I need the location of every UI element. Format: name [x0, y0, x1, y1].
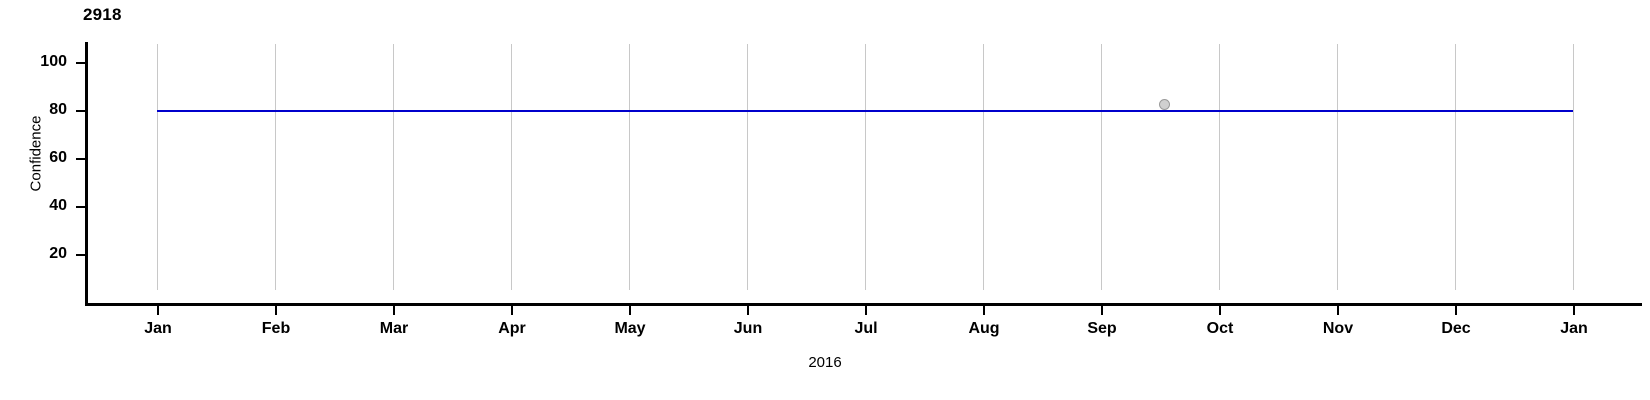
x-tick-label-nov-10: Nov	[1322, 320, 1354, 337]
x-tick-label-oct-9: Oct	[1206, 320, 1234, 337]
y-tick-label-60: 60	[49, 149, 67, 167]
gridline-jan-12	[1573, 44, 1574, 290]
y-tick-80	[76, 110, 85, 113]
x-tick-label-sep-8: Sep	[1087, 320, 1117, 337]
x-axis-label: 2016	[808, 354, 842, 371]
gridline-jun-5	[747, 44, 748, 290]
x-tick-12	[1573, 306, 1575, 315]
x-tick-label-jan-0: Jan	[144, 320, 172, 337]
gridline-may-4	[629, 44, 630, 290]
gridline-mar-2	[393, 44, 394, 290]
gridline-apr-3	[511, 44, 512, 290]
y-tick-label-80: 80	[49, 101, 67, 119]
series-segment-0-0	[157, 110, 275, 113]
x-tick-label-jan-12: Jan	[1560, 320, 1588, 337]
x-tick-2	[393, 306, 395, 315]
series-segment-0-7	[983, 110, 1101, 113]
x-tick-11	[1455, 306, 1457, 315]
x-tick-label-feb-1: Feb	[261, 320, 291, 337]
series-segment-0-2	[393, 110, 511, 113]
series-segment-0-10	[1337, 110, 1455, 113]
x-tick-label-aug-7: Aug	[968, 320, 1000, 337]
gridline-jan-0	[157, 44, 158, 290]
series-segment-0-6	[865, 110, 983, 113]
gridline-nov-10	[1337, 44, 1338, 290]
x-tick-0	[157, 306, 159, 315]
x-tick-8	[1101, 306, 1103, 315]
gridline-aug-7	[983, 44, 984, 290]
page-title: 2918	[83, 5, 122, 24]
series-segment-0-11	[1455, 110, 1573, 113]
data-point-0[interactable]	[1159, 98, 1170, 110]
series-segment-0-5	[747, 110, 865, 113]
x-tick-1	[275, 306, 277, 315]
x-tick-6	[865, 306, 867, 315]
x-tick-9	[1219, 306, 1221, 315]
y-tick-label-100: 100	[40, 53, 67, 71]
x-axis-line	[85, 303, 1642, 306]
x-tick-7	[983, 306, 985, 315]
x-tick-label-jun-5: Jun	[733, 320, 763, 337]
gridline-feb-1	[275, 44, 276, 290]
x-tick-label-mar-2: Mar	[379, 320, 409, 337]
series-segment-0-3	[511, 110, 629, 113]
y-tick-20	[76, 254, 85, 257]
y-tick-label-40: 40	[49, 197, 67, 215]
y-tick-label-20: 20	[49, 245, 67, 263]
x-tick-label-dec-11: Dec	[1441, 320, 1471, 337]
series-segment-0-9	[1219, 110, 1337, 113]
x-tick-label-may-4: May	[614, 320, 646, 337]
series-segment-0-8	[1101, 110, 1219, 113]
x-tick-5	[747, 306, 749, 315]
x-tick-3	[511, 306, 513, 315]
x-tick-label-jul-6: Jul	[854, 320, 878, 337]
gridline-sep-8	[1101, 44, 1102, 290]
gridline-dec-11	[1455, 44, 1456, 290]
y-tick-100	[76, 62, 85, 65]
gridline-oct-9	[1219, 44, 1220, 290]
gridline-jul-6	[865, 44, 866, 290]
series-segment-0-4	[629, 110, 747, 113]
x-tick-label-apr-3: Apr	[498, 320, 526, 337]
x-tick-4	[629, 306, 631, 315]
x-tick-10	[1337, 306, 1339, 315]
series-segment-0-1	[275, 110, 393, 113]
y-axis-line	[85, 42, 88, 306]
y-tick-40	[76, 206, 85, 209]
y-tick-60	[76, 158, 85, 161]
